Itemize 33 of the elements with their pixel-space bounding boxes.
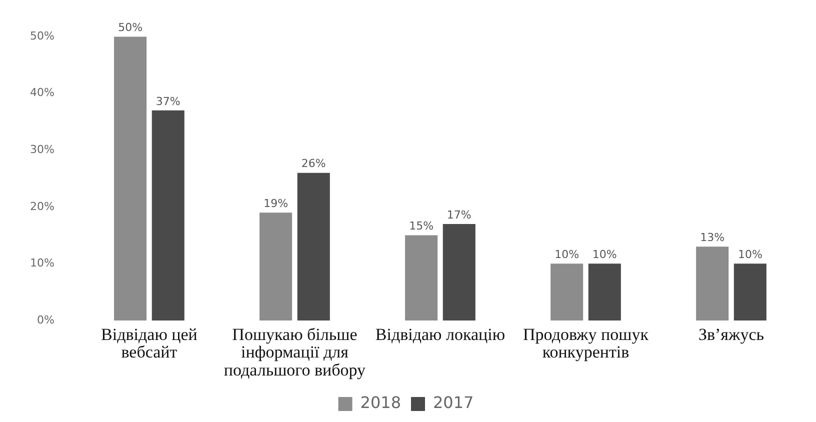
- data-label: 19%: [264, 196, 288, 210]
- legend-label: 2017: [433, 393, 474, 412]
- x-tick-label: Відвідаю цей вебсайт: [101, 324, 198, 362]
- data-label: 26%: [301, 157, 326, 170]
- y-tick-label: 0%: [36, 313, 54, 326]
- data-label: 37%: [156, 94, 180, 108]
- data-label: 17%: [446, 208, 472, 222]
- bar: [114, 36, 147, 320]
- data-label: 15%: [409, 220, 434, 233]
- legend-label: 2018: [360, 393, 401, 412]
- y-tick-label: 40%: [30, 86, 54, 100]
- data-label: 10%: [554, 248, 580, 262]
- bar: [405, 235, 438, 320]
- x-tick-label: Відвідаю локацію: [375, 324, 506, 344]
- bar: [442, 224, 476, 320]
- y-tick-label: 20%: [30, 200, 54, 213]
- bar: [696, 246, 729, 320]
- data-label: 10%: [592, 248, 617, 262]
- y-tick-label: 30%: [30, 143, 54, 156]
- x-tick-label: Зв’яжусь: [698, 324, 764, 344]
- bar: [734, 264, 766, 320]
- y-tick-label: 50%: [30, 29, 54, 42]
- data-label: 13%: [700, 231, 725, 244]
- bar: [588, 264, 621, 320]
- data-label: 10%: [738, 248, 762, 262]
- bar: [152, 110, 184, 320]
- bar: [260, 212, 292, 320]
- x-tick-label: Пошукаю більше інформації для подальшого вибору: [224, 324, 366, 380]
- x-tick-label: Продовжу пошук конкурентів: [523, 324, 650, 362]
- y-tick-label: 10%: [30, 256, 54, 270]
- data-label: 50%: [118, 20, 143, 34]
- bar: [297, 172, 330, 320]
- bar: [550, 264, 584, 320]
